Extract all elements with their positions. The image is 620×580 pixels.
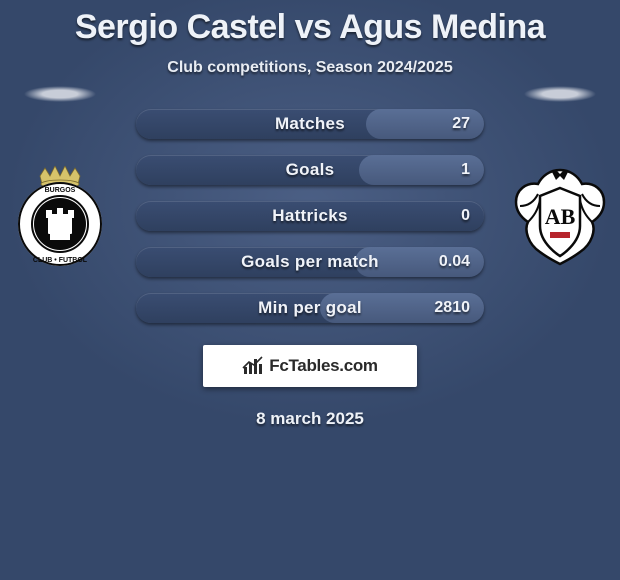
brand-text: FcTables.com (269, 356, 378, 376)
stat-bar: Matches 27 (136, 109, 484, 139)
svg-text:CLUB • FUTBOL: CLUB • FUTBOL (33, 257, 88, 264)
away-club-crest: AB (510, 166, 610, 266)
svg-text:BURGOS: BURGOS (45, 187, 76, 194)
crest-shadow (510, 82, 610, 106)
date-text: 8 march 2025 (256, 409, 364, 429)
stat-bar: Goals per match 0.04 (136, 247, 484, 277)
stat-bar: Goals 1 (136, 155, 484, 185)
crest-letters: AB (545, 204, 576, 229)
comparison-area: BURGOS CLUB • FUTBOL (0, 109, 620, 323)
stat-label: Goals per match (136, 247, 484, 277)
albacete-icon: AB (510, 166, 610, 266)
stat-value: 0 (461, 201, 470, 231)
stat-bar: Hattricks 0 (136, 201, 484, 231)
stat-bars: Matches 27 Goals 1 Hattricks 0 Goals per… (136, 109, 484, 323)
home-club-crest: BURGOS CLUB • FUTBOL (10, 166, 110, 266)
page-title: Sergio Castel vs Agus Medina (75, 8, 545, 47)
page-subtitle: Club competitions, Season 2024/2025 (167, 59, 452, 77)
brand-box: FcTables.com (203, 345, 417, 387)
stat-value: 27 (452, 109, 470, 139)
stat-label: Min per goal (136, 293, 484, 323)
stat-value: 2810 (434, 293, 470, 323)
bar-chart-icon (242, 355, 264, 377)
stat-value: 0.04 (439, 247, 470, 277)
stat-label: Goals (136, 155, 484, 185)
stat-bar: Min per goal 2810 (136, 293, 484, 323)
stat-value: 1 (461, 155, 470, 185)
crest-shadow (10, 82, 110, 106)
burgos-cf-icon: BURGOS CLUB • FUTBOL (10, 166, 110, 266)
stat-label: Hattricks (136, 201, 484, 231)
stat-label: Matches (136, 109, 484, 139)
